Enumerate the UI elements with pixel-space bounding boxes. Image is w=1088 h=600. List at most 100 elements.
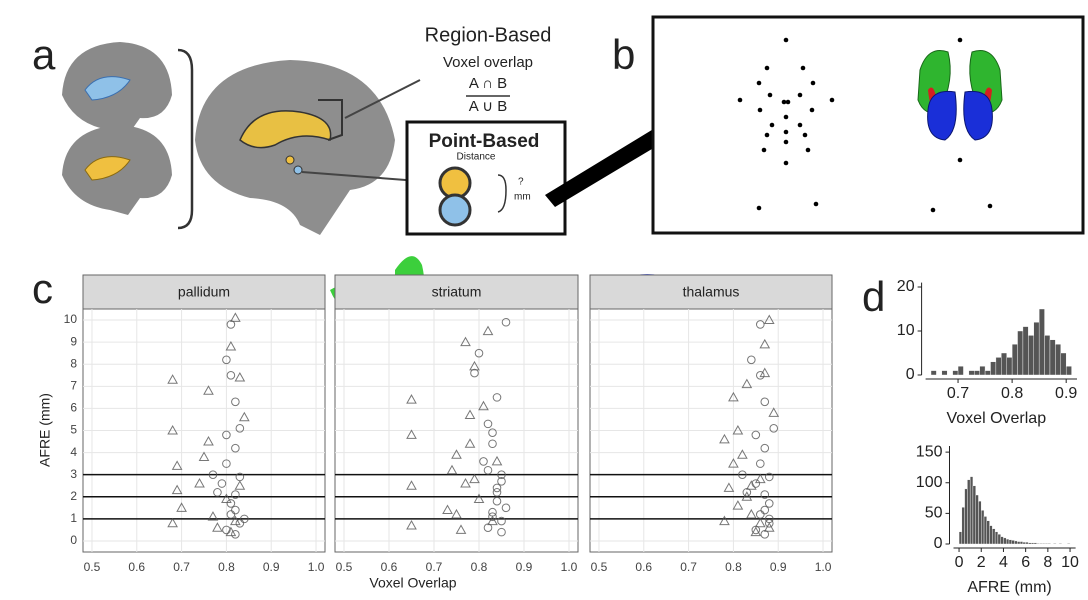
y-tick-label: 4 bbox=[70, 445, 77, 459]
histogram-bar bbox=[1003, 537, 1007, 545]
histogram-bar bbox=[1036, 543, 1040, 545]
y-tick-label: 10 bbox=[64, 312, 78, 326]
point bbox=[226, 370, 236, 380]
histogram-bar bbox=[957, 366, 964, 376]
point bbox=[455, 524, 467, 534]
point bbox=[406, 429, 417, 439]
histogram-bar bbox=[1017, 541, 1021, 545]
point bbox=[497, 516, 506, 526]
histogram-bar bbox=[1047, 543, 1051, 545]
point bbox=[764, 499, 774, 508]
facet-title: thalamus bbox=[683, 284, 740, 300]
point bbox=[760, 490, 770, 499]
point bbox=[225, 526, 237, 537]
x-tick-label: 1.0 bbox=[308, 560, 325, 574]
x-tick-label: 6 bbox=[1021, 554, 1030, 571]
histogram-bar bbox=[967, 479, 971, 545]
histogram-bar bbox=[1044, 543, 1049, 545]
x-tick-label: 0.8 bbox=[725, 560, 742, 574]
point bbox=[492, 483, 502, 493]
point bbox=[754, 517, 766, 528]
histogram-bar bbox=[1065, 366, 1072, 376]
point bbox=[760, 397, 770, 407]
point bbox=[203, 436, 214, 446]
point-box bbox=[405, 120, 567, 236]
y-tick-label: 0 bbox=[906, 366, 915, 383]
point bbox=[769, 423, 779, 433]
histogram-bar bbox=[1006, 538, 1010, 545]
brain-large bbox=[195, 60, 395, 235]
point bbox=[763, 522, 775, 532]
histogram-bar bbox=[1000, 536, 1004, 545]
histogram-bar bbox=[968, 370, 975, 376]
x-tick-label: 4 bbox=[999, 554, 1008, 571]
histogram-bar bbox=[983, 516, 988, 545]
distance-unit: mm bbox=[514, 192, 531, 203]
point bbox=[213, 488, 222, 497]
point bbox=[745, 480, 757, 490]
point bbox=[497, 477, 506, 486]
x-tick-label: 0.6 bbox=[128, 560, 145, 574]
y-axis-label: AFRE (mm) bbox=[37, 393, 53, 467]
histogram-bar bbox=[990, 361, 997, 376]
histogram-bar bbox=[979, 366, 986, 376]
point bbox=[231, 530, 240, 539]
point bbox=[478, 400, 489, 411]
x-tick-label: 0.8 bbox=[471, 560, 488, 574]
histogram-bar bbox=[978, 500, 982, 545]
histogram-bar bbox=[972, 485, 976, 545]
x-tick-label: 1.0 bbox=[815, 560, 832, 574]
point bbox=[167, 424, 178, 435]
y-tick-label: 5 bbox=[70, 423, 77, 437]
point bbox=[732, 424, 744, 435]
point bbox=[745, 508, 757, 519]
point bbox=[728, 458, 739, 468]
point bbox=[226, 510, 236, 519]
point-b bbox=[438, 193, 472, 227]
point bbox=[167, 374, 178, 384]
point bbox=[231, 505, 240, 515]
histogram-bar bbox=[964, 488, 968, 545]
point bbox=[751, 479, 761, 488]
point bbox=[238, 411, 250, 422]
panel-letter: d bbox=[862, 273, 885, 320]
histogram-bar bbox=[981, 510, 985, 545]
x-tick-label: 0.9 bbox=[770, 560, 787, 574]
y-tick-label: 0 bbox=[934, 535, 943, 552]
histogram-bar bbox=[989, 525, 993, 545]
histogram-bar bbox=[1028, 335, 1034, 376]
x-tick-label: 0.5 bbox=[336, 560, 353, 574]
point bbox=[198, 451, 210, 462]
point bbox=[487, 515, 498, 526]
histogram-bar bbox=[1022, 541, 1026, 545]
y-tick-label: 8 bbox=[70, 356, 77, 370]
point bbox=[491, 455, 503, 466]
histogram-bar bbox=[1044, 335, 1051, 376]
point bbox=[235, 423, 245, 433]
x-axis-label: AFRE (mm) bbox=[967, 579, 1051, 596]
histogram-bar bbox=[1033, 322, 1040, 376]
histogram-bar bbox=[1058, 543, 1062, 545]
point bbox=[406, 480, 417, 490]
point bbox=[501, 503, 511, 513]
histogram-bar bbox=[958, 531, 963, 545]
point bbox=[451, 449, 462, 459]
distance-q: ? bbox=[518, 177, 524, 188]
point bbox=[492, 393, 502, 402]
y-tick-label: 20 bbox=[897, 278, 915, 295]
x-tick-label: 0.8 bbox=[218, 560, 235, 574]
region-title: Region-Based bbox=[425, 24, 552, 46]
point bbox=[488, 428, 497, 438]
point bbox=[460, 477, 471, 488]
bracket bbox=[318, 99, 343, 141]
point bbox=[460, 336, 471, 347]
point bbox=[470, 368, 479, 378]
structures-3d bbox=[917, 50, 1003, 141]
histogram-bar bbox=[1049, 339, 1056, 376]
point bbox=[483, 419, 493, 429]
point bbox=[234, 371, 246, 382]
point bbox=[759, 367, 771, 378]
point bbox=[759, 338, 771, 349]
y-tick-label: 9 bbox=[70, 334, 77, 348]
